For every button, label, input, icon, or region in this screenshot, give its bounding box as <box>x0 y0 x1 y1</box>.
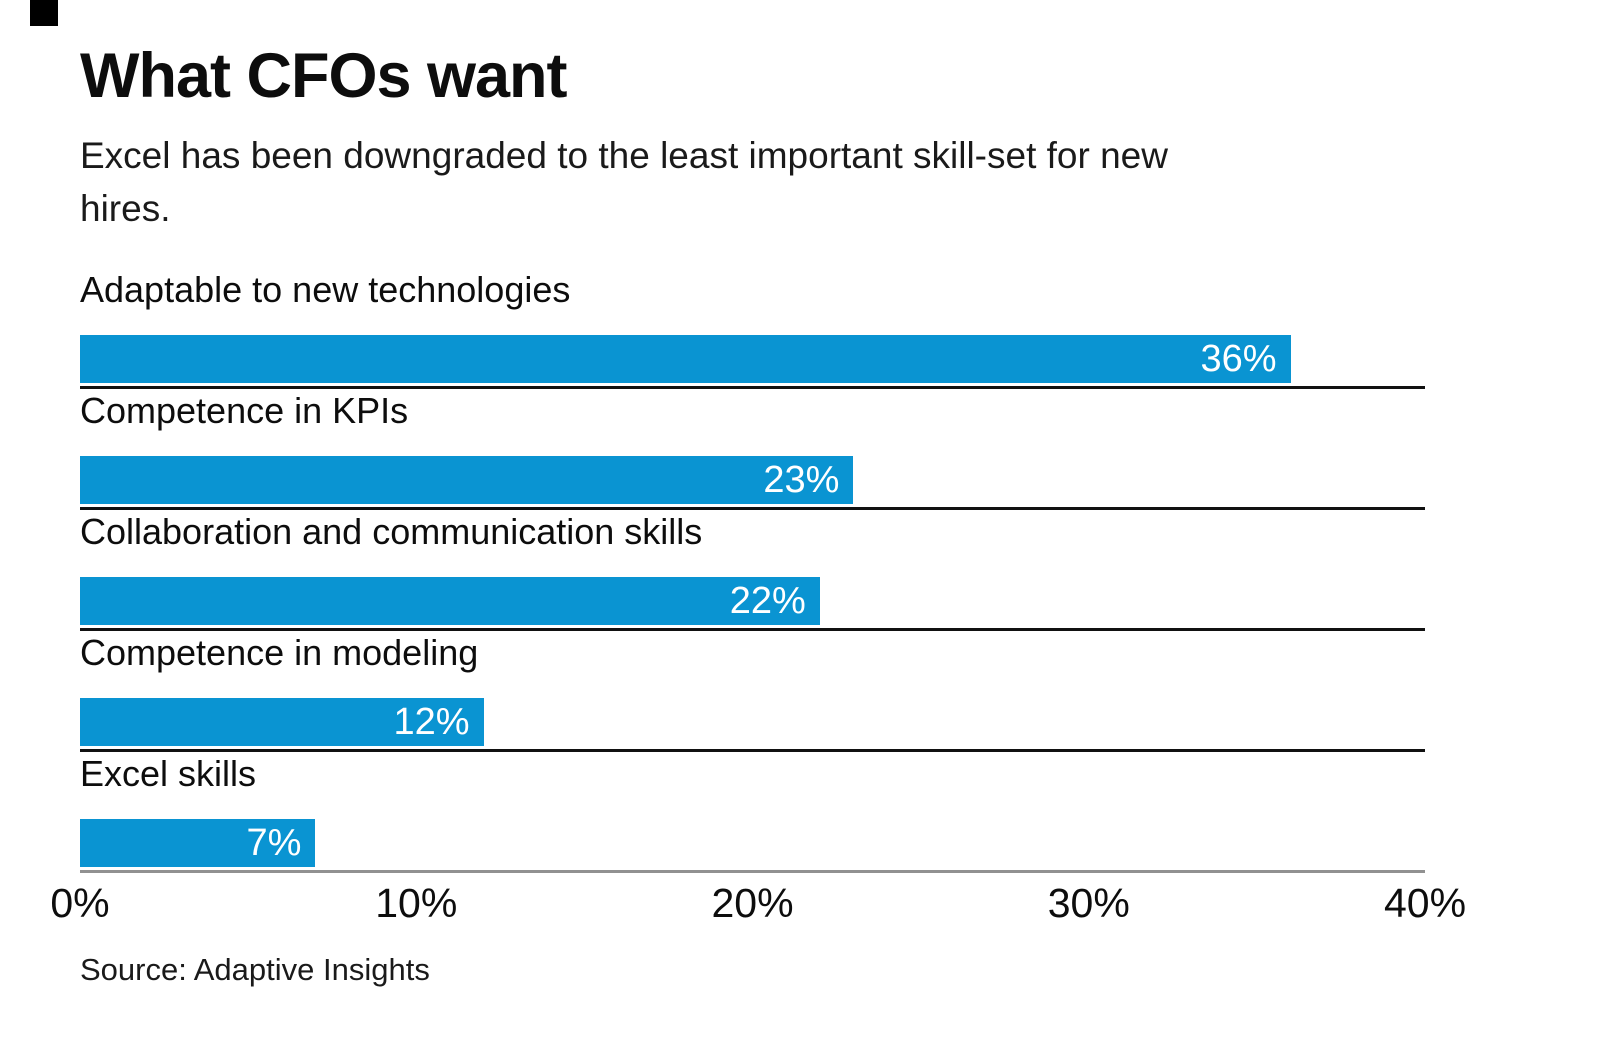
bar-category-label: Competence in modeling <box>80 632 479 673</box>
bar: 23% <box>80 456 854 504</box>
bar: 12% <box>80 698 484 746</box>
bar: 22% <box>80 577 820 625</box>
bar: 36% <box>80 335 1291 383</box>
bar-chart: Adaptable to new technologies 36% Compet… <box>80 268 1425 873</box>
chart-title: What CFOs want <box>80 41 567 111</box>
bar-value-label: 22% <box>729 580 806 622</box>
bar-track: 23% <box>80 456 1425 504</box>
bar-value-label: 7% <box>246 822 302 864</box>
row-divider-line <box>80 749 1425 752</box>
row-divider-line <box>80 870 1425 873</box>
bar-value-label: 36% <box>1200 338 1277 380</box>
bar-category-label: Excel skills <box>80 753 257 794</box>
bar-track: 22% <box>80 577 1425 625</box>
row-divider-line <box>80 386 1425 389</box>
row-divider-line <box>80 507 1425 510</box>
bar-row: Excel skills 7% <box>80 752 1425 873</box>
x-axis-tick-label: 30% <box>1047 880 1130 926</box>
bar: 7% <box>80 819 316 867</box>
x-axis-tick-label: 0% <box>50 880 110 926</box>
x-axis-tick-label: 40% <box>1383 880 1467 926</box>
bar-category-label: Adaptable to new technologies <box>80 269 571 310</box>
bar-category-label: Competence in KPIs <box>80 390 409 431</box>
bar-row: Competence in KPIs 23% <box>80 389 1425 510</box>
bar-row: Adaptable to new technologies 36% <box>80 268 1425 389</box>
source-note: Source: Adaptive Insights <box>80 952 430 987</box>
bar-track: 36% <box>80 335 1425 383</box>
x-axis-tick-label: 20% <box>711 880 794 926</box>
bar-track: 12% <box>80 698 1425 746</box>
bar-row: Collaboration and communication skills 2… <box>80 510 1425 631</box>
bar-track: 7% <box>80 819 1425 867</box>
bar-value-label: 23% <box>763 459 840 501</box>
bar-value-label: 12% <box>393 701 470 743</box>
chart-subtitle: Excel has been downgraded to the least i… <box>80 135 1168 229</box>
bar-row: Competence in modeling 12% <box>80 631 1425 752</box>
x-axis: 0% 10% 20% 30% 40% <box>50 880 1466 930</box>
x-axis-tick-label: 10% <box>375 880 458 926</box>
bar-category-label: Collaboration and communication skills <box>80 511 703 552</box>
row-divider-line <box>80 628 1425 631</box>
brand-square-mark <box>30 0 58 26</box>
